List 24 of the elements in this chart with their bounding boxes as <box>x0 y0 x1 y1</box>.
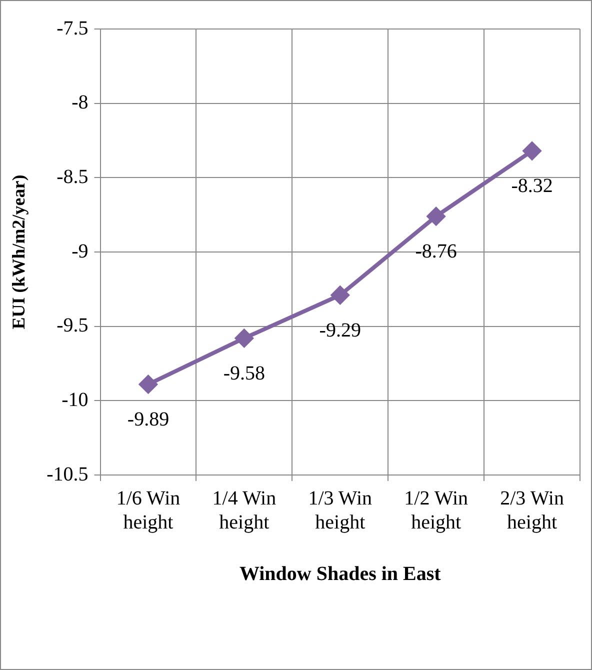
data-label: -9.29 <box>319 319 361 342</box>
y-tick-label: -8 <box>72 92 88 114</box>
point <box>139 375 158 394</box>
y-axis-title: EUI (kWh/m2/year) <box>8 174 28 330</box>
data-label: -9.89 <box>127 408 170 431</box>
y-tick-label: -7.5 <box>56 17 88 40</box>
y-tick-label: -9.5 <box>56 314 88 337</box>
point <box>331 286 350 304</box>
data-label: -8.76 <box>415 240 457 263</box>
y-tick-label: -8.5 <box>56 166 88 188</box>
point <box>427 207 446 226</box>
x-tick-label: 2/3 Win height <box>500 487 564 534</box>
data-label: -9.58 <box>223 362 266 384</box>
data-label: -8.32 <box>511 175 553 198</box>
x-tick-label: 1/4 Win height <box>212 487 276 534</box>
x-tick-label: 1/6 Win height <box>116 487 180 534</box>
x-tick-label: 1/2 Win height <box>404 487 468 534</box>
y-tick-label: -10 <box>62 388 88 411</box>
y-tick-label: -9 <box>72 240 88 262</box>
point <box>235 329 254 348</box>
y-tick-label: -10.5 <box>46 463 88 486</box>
point <box>523 142 542 160</box>
x-axis-title: Window Shades in East <box>239 563 442 586</box>
x-tick-label: 1/3 Win height <box>308 487 372 534</box>
